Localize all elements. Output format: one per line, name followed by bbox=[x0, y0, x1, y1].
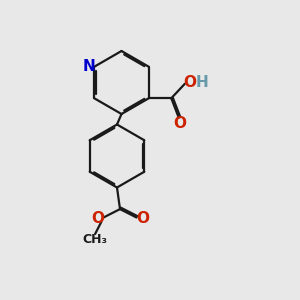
Text: O: O bbox=[184, 75, 197, 90]
Text: O: O bbox=[92, 212, 105, 226]
Text: O: O bbox=[173, 116, 186, 131]
Text: CH₃: CH₃ bbox=[82, 233, 108, 246]
Text: H: H bbox=[196, 75, 208, 90]
Text: O: O bbox=[136, 212, 149, 226]
Text: N: N bbox=[82, 59, 95, 74]
